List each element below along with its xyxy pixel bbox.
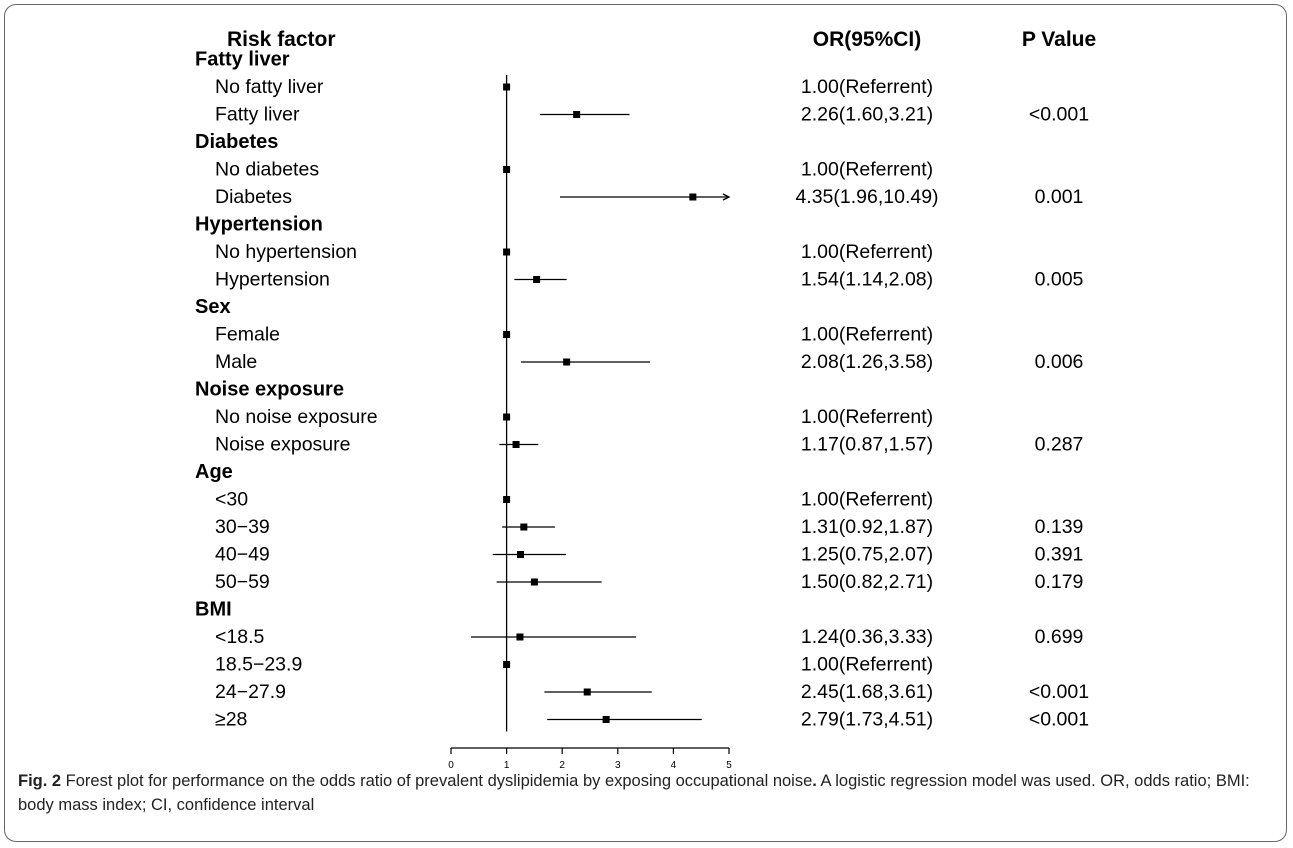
group-label: BMI xyxy=(195,599,232,621)
row-label: ≥28 xyxy=(215,709,247,731)
caption-body: A logistic regression model was used. OR… xyxy=(18,772,1250,814)
p-value: 0.699 xyxy=(1035,626,1084,648)
or-point xyxy=(583,688,591,696)
p-value: 0.391 xyxy=(1035,544,1084,566)
row-label: No fatty liver xyxy=(215,76,324,98)
or-point xyxy=(520,523,528,531)
or-ci-value: 1.17(0.87,1.57) xyxy=(801,434,933,456)
or-ci-value: 1.00(Referrent) xyxy=(801,76,933,98)
caption-title: Forest plot for performance on the odds … xyxy=(61,772,817,790)
caption-title-text: Forest plot for performance on the odds … xyxy=(61,772,813,790)
or-ci-value: 2.26(1.60,3.21) xyxy=(801,104,933,126)
or-ci-value: 1.00(Referrent) xyxy=(801,159,933,181)
or-ci-value: 1.50(0.82,2.71) xyxy=(801,571,933,593)
or-ci-value: 2.79(1.73,4.51) xyxy=(801,709,933,731)
group-label: Fatty liver xyxy=(195,49,290,71)
or-ci-value: 2.45(1.68,3.61) xyxy=(801,681,933,703)
x-tick-label: 3 xyxy=(615,760,621,770)
or-ci-value: 2.08(1.26,3.58) xyxy=(801,351,933,373)
or-ci-value: 1.31(0.92,1.87) xyxy=(801,516,933,538)
row-label: 50−59 xyxy=(215,571,270,593)
or-ci-value: 4.35(1.96,10.49) xyxy=(795,186,938,208)
or-point xyxy=(516,633,524,641)
or-ci-value: 1.00(Referrent) xyxy=(801,489,933,511)
p-value: 0.287 xyxy=(1035,434,1084,456)
or-point xyxy=(573,111,581,118)
ci-arrow xyxy=(722,193,731,201)
caption-label: Fig. 2 xyxy=(18,772,62,790)
or-ci-value: 1.24(0.36,3.33) xyxy=(801,626,933,648)
row-label: Hypertension xyxy=(215,269,330,291)
x-tick-label: 5 xyxy=(726,760,732,770)
group-label: Hypertension xyxy=(195,214,323,236)
p-value: 0.179 xyxy=(1035,571,1084,593)
or-ci-value: 1.00(Referrent) xyxy=(801,654,933,676)
or-ci-value: 1.25(0.75,2.07) xyxy=(801,544,933,566)
p-value: 0.005 xyxy=(1035,269,1084,291)
row-label: Female xyxy=(215,324,280,346)
row-label: Noise exposure xyxy=(215,434,351,456)
row-label: <30 xyxy=(215,489,248,511)
p-value: 0.006 xyxy=(1035,351,1084,373)
x-tick-label: 4 xyxy=(671,760,677,770)
group-label: Age xyxy=(195,461,233,483)
or-point xyxy=(533,276,541,283)
p-value: <0.001 xyxy=(1029,104,1089,126)
or-point xyxy=(512,441,520,448)
figure-caption: Fig. 2 Forest plot for performance on th… xyxy=(18,769,1273,817)
x-tick-label: 1 xyxy=(504,760,510,770)
or-ci-value: 1.00(Referrent) xyxy=(801,324,933,346)
p-value: <0.001 xyxy=(1029,709,1089,731)
row-label: Male xyxy=(215,351,257,373)
or-point xyxy=(563,358,571,366)
figure-frame xyxy=(4,4,1287,842)
x-tick-label: 0 xyxy=(448,760,454,770)
group-label: Noise exposure xyxy=(195,379,344,401)
row-label: <18.5 xyxy=(215,626,264,648)
p-value: <0.001 xyxy=(1029,681,1089,703)
header-risk-factor: Risk factor xyxy=(227,28,336,51)
row-label: 30−39 xyxy=(215,516,270,538)
group-label: Diabetes xyxy=(195,131,278,153)
row-label: No diabetes xyxy=(215,159,319,181)
or-point xyxy=(689,193,697,201)
row-label: 18.5−23.9 xyxy=(215,654,302,676)
header-p-value: P Value xyxy=(1022,28,1096,51)
or-point xyxy=(517,551,524,558)
or-ci-value: 1.54(1.14,2.08) xyxy=(801,269,933,291)
row-label: 24−27.9 xyxy=(215,681,286,703)
group-label: Sex xyxy=(195,296,231,318)
caption-title-end: . xyxy=(812,772,817,790)
row-label: Fatty liver xyxy=(215,104,300,126)
x-tick-label: 2 xyxy=(559,760,565,770)
or-point xyxy=(530,578,538,586)
row-label: No noise exposure xyxy=(215,406,378,428)
p-value: 0.001 xyxy=(1035,186,1084,208)
row-label: Diabetes xyxy=(215,186,292,208)
row-label: 40−49 xyxy=(215,544,270,566)
forest-plot: Risk factor OR(95%CI) P Value Fatty liver No… xyxy=(195,28,1096,770)
or-point xyxy=(602,716,610,723)
p-value: 0.139 xyxy=(1035,516,1084,538)
row-label: No hypertension xyxy=(215,241,357,263)
header-or-ci: OR(95%CI) xyxy=(813,28,922,51)
or-ci-value: 1.00(Referrent) xyxy=(801,241,933,263)
or-ci-value: 1.00(Referrent) xyxy=(801,406,933,428)
